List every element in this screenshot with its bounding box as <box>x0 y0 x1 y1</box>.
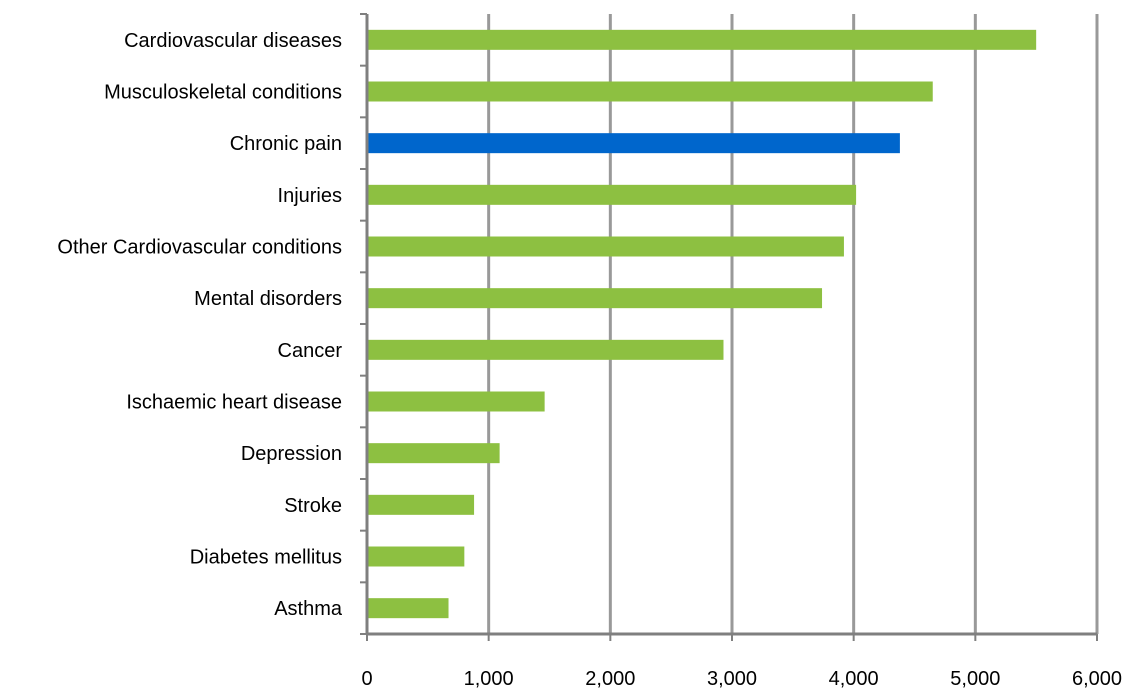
x-tick-label: 5,000 <box>950 668 1000 690</box>
category-labels: Cardiovascular diseases Musculoskeletal c… <box>57 30 342 620</box>
category-label: Chronic pain <box>230 133 342 155</box>
x-tick-label: 6,000 <box>1072 668 1122 690</box>
x-tick-labels: 0 1,000 2,000 3,000 4,000 5,000 6,000 <box>361 668 1122 690</box>
bar <box>367 443 500 464</box>
category-label: Cancer <box>278 340 343 362</box>
bar <box>367 391 545 412</box>
category-label: Other Cardiovascular conditions <box>57 237 342 259</box>
x-tick-label: 0 <box>361 668 372 690</box>
bar <box>367 236 844 257</box>
category-label: Asthma <box>274 598 343 620</box>
x-tick-label: 4,000 <box>829 668 879 690</box>
category-label: Musculoskeletal conditions <box>104 82 342 104</box>
category-label: Cardiovascular diseases <box>124 30 342 52</box>
bar <box>367 546 465 567</box>
bars <box>367 29 1037 619</box>
bar <box>367 29 1037 50</box>
category-label: Injuries <box>278 185 342 207</box>
category-label: Ischaemic heart disease <box>126 392 342 414</box>
gridlines <box>487 14 1099 634</box>
category-label: Mental disorders <box>194 288 342 310</box>
x-tick-label: 2,000 <box>585 668 635 690</box>
x-tick-label: 1,000 <box>464 668 514 690</box>
x-tick-label: 3,000 <box>707 668 757 690</box>
bar <box>367 288 823 309</box>
bar <box>367 339 724 360</box>
category-label: Depression <box>241 443 342 465</box>
category-label: Diabetes mellitus <box>190 547 342 569</box>
bar <box>367 494 475 515</box>
bar <box>367 133 900 154</box>
axes <box>360 13 1098 641</box>
category-label: Stroke <box>284 495 342 517</box>
bar <box>367 81 933 102</box>
bar <box>367 184 857 205</box>
bar <box>367 598 449 619</box>
